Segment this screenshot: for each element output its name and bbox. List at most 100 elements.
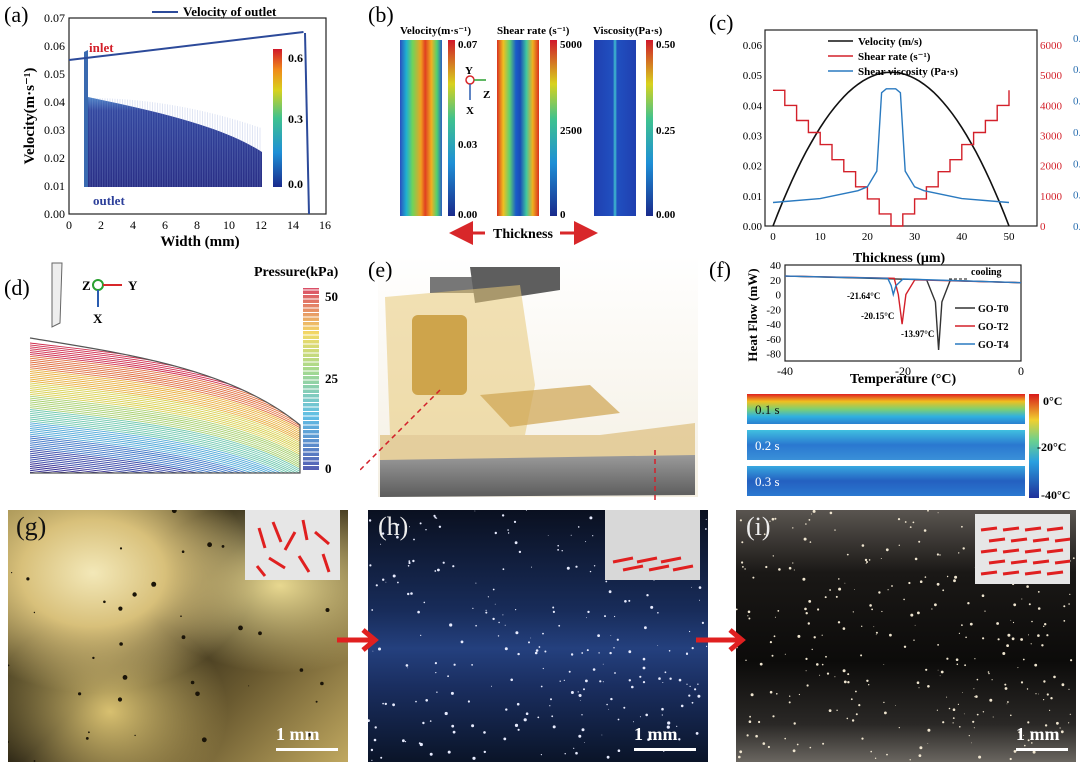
speckle [420,634,422,636]
speckle [982,711,985,713]
speckle [374,726,377,729]
speckle [442,561,445,564]
speckle [471,664,473,666]
speckle [384,702,387,706]
speckle [792,749,796,753]
speckle [467,700,470,703]
speckle [628,679,631,682]
speckle [809,541,812,543]
speckle [688,694,691,697]
streamline [30,367,300,429]
speckle [776,693,778,695]
speckle [666,725,670,729]
speckle [119,547,123,550]
speckle [392,703,395,707]
speckle [380,756,383,759]
speckle [413,538,415,541]
streamline [30,439,300,473]
speckle [956,663,959,666]
speckle [602,681,604,683]
left-tick-label: 0.02 [743,161,762,173]
x-tick-label: 6 [162,218,168,232]
speckle [961,624,963,626]
speckle [967,602,970,605]
speckle [883,701,885,704]
speckle [201,737,207,743]
speckle [792,562,794,564]
speckle [589,570,592,573]
plot-frame [68,17,327,215]
speckle [804,607,807,611]
speckle [982,637,985,640]
x-tick-label: 4 [130,218,136,232]
streamline [30,386,300,448]
speckle [570,691,574,694]
inset-stacked-layers [975,514,1070,584]
speckle [866,679,869,682]
speckle [628,650,632,654]
speckle [884,711,887,715]
time-0-1s: 0.1 s [755,402,780,417]
speckle [875,634,877,636]
cooling-label: cooling [971,267,1002,278]
legend-shear: Shear rate (s⁻¹) [858,51,931,63]
speckle [1034,663,1038,667]
speckle [864,558,868,562]
streamline [30,382,300,444]
speckle [1012,621,1015,624]
speckle [408,560,411,562]
speckle [918,754,922,757]
x-axis-title-c: Thickness (μm) [853,251,946,266]
speckle [395,534,397,536]
speckle [981,594,985,597]
speckle [741,541,744,544]
speckle [699,599,700,601]
speckle [525,510,527,511]
left-tick-label: 0.03 [743,131,763,143]
flake [1046,526,1064,532]
speckle [564,753,566,755]
speckle [924,576,927,578]
speckle [918,540,921,543]
speckle [904,521,907,523]
speckle [606,755,610,759]
speckle [171,510,177,514]
y-tick-label: 40 [770,260,782,272]
mid-tick-label: 4000 [1040,100,1063,112]
speckle [132,592,137,597]
flake [1002,548,1020,554]
speckle [1020,681,1024,684]
speckle [952,722,954,724]
speckle [829,511,833,515]
speckle [449,623,453,627]
speckle [494,531,497,535]
speckle [821,663,824,666]
flake [988,559,1006,565]
speckle [1023,734,1025,736]
speckle [691,586,692,588]
speckle [807,622,810,625]
flake [980,570,998,576]
y-tick-label: 0.07 [44,11,65,25]
pressure-min: 0 [325,461,332,476]
speckle [1013,603,1017,607]
flake [1046,570,1064,576]
speckle [676,725,678,727]
speckle [1049,709,1051,711]
speckle [763,533,766,536]
speckle [866,561,868,563]
axis-y-label: Y [465,65,473,77]
viscosity-map [594,40,636,216]
speckle [788,701,791,704]
speckle [371,609,374,611]
streamline [30,393,300,455]
speckle [608,590,612,594]
mid-tick-label: 2000 [1040,161,1063,173]
speckle [650,605,654,609]
speckle [971,742,972,744]
x-tick-label: -40 [777,364,793,378]
legend-go-t0: GO-T0 [978,304,1009,315]
speckle [912,521,915,524]
speckle [858,704,861,707]
speckle [587,610,590,614]
